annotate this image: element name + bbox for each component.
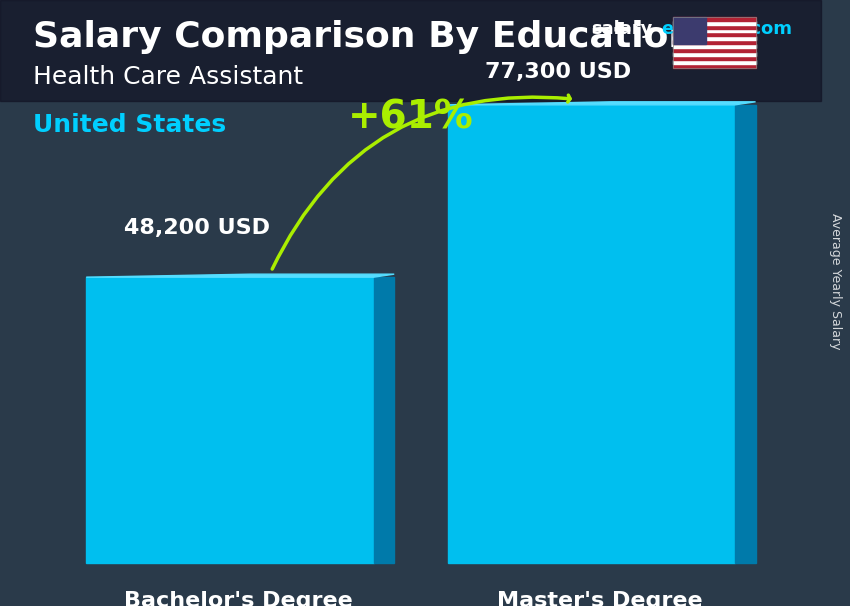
Bar [673, 64, 756, 67]
Polygon shape [448, 102, 756, 105]
Text: Salary Comparison By Education: Salary Comparison By Education [33, 19, 694, 54]
Text: United States: United States [33, 113, 226, 136]
Bar [673, 48, 756, 52]
Text: explorer.com: explorer.com [661, 19, 792, 38]
Bar [673, 44, 756, 48]
Bar [673, 33, 756, 36]
Bar [673, 17, 756, 21]
Bar [673, 36, 756, 40]
Bar [448, 105, 735, 562]
Bar [673, 40, 756, 44]
Text: Average Yearly Salary: Average Yearly Salary [830, 213, 842, 350]
Bar [0, 0, 821, 101]
Text: salary: salary [592, 19, 653, 38]
Bar [673, 17, 706, 44]
Bar [673, 21, 756, 25]
Bar [673, 60, 756, 64]
Text: 48,200 USD: 48,200 USD [124, 218, 270, 238]
Bar [86, 277, 374, 562]
Text: Health Care Assistant: Health Care Assistant [33, 65, 303, 88]
Bar [673, 17, 756, 67]
Text: Bachelor's Degree: Bachelor's Degree [124, 591, 353, 606]
Polygon shape [86, 274, 394, 277]
Bar [673, 56, 756, 60]
Text: 77,300 USD: 77,300 USD [485, 62, 632, 82]
Bar [673, 25, 756, 28]
Bar [673, 28, 756, 33]
Text: Master's Degree: Master's Degree [496, 591, 702, 606]
Bar [735, 105, 756, 562]
Bar [673, 52, 756, 56]
Bar [374, 277, 394, 562]
Text: +61%: +61% [348, 99, 473, 137]
